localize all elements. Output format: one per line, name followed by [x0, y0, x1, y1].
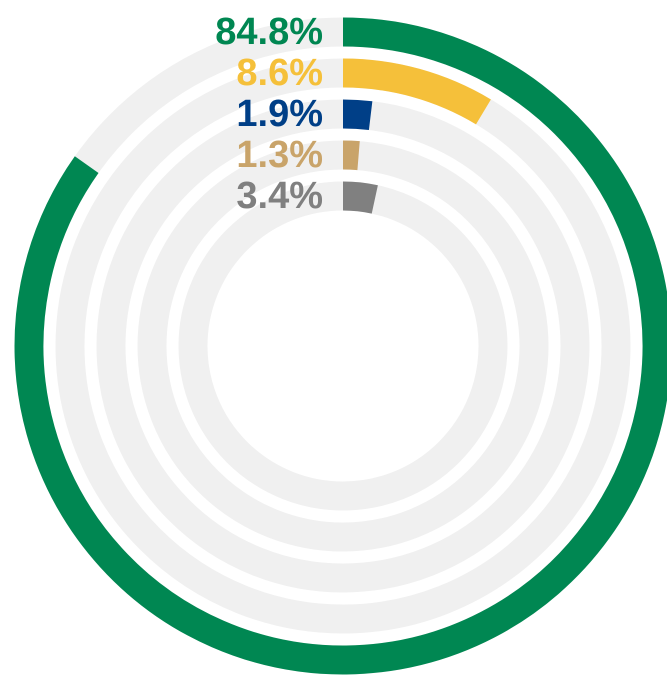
value-label: 8.6% — [236, 52, 323, 94]
radial-bar — [342, 58, 491, 125]
radial-bar — [342, 99, 373, 131]
radial-bar — [342, 181, 378, 214]
radial-bar — [14, 17, 667, 675]
track — [178, 181, 508, 511]
value-label: 3.4% — [236, 175, 323, 217]
value-label: 1.3% — [236, 134, 323, 176]
value-label: 84.8% — [215, 11, 323, 53]
value-label: 1.9% — [236, 93, 323, 135]
track — [137, 140, 549, 552]
radial-bar — [342, 140, 360, 171]
